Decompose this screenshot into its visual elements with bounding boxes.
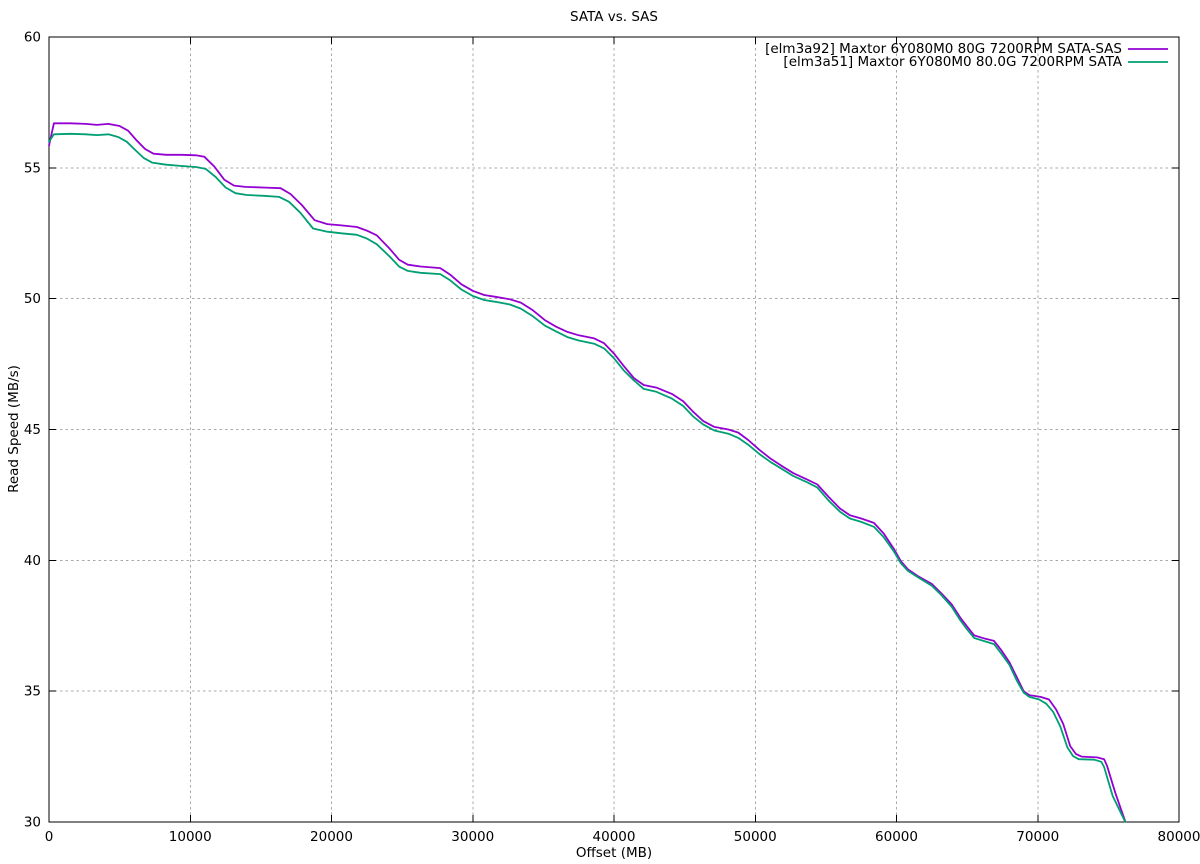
y-tick-label: 55 [24, 160, 41, 176]
y-tick-label: 30 [24, 815, 41, 831]
y-tick-label: 40 [24, 553, 41, 569]
legend-label-sata: [elm3a51] Maxtor 6Y080M0 80.0G 7200RPM S… [783, 54, 1122, 70]
y-tick-label: 60 [24, 30, 41, 46]
y-tick-label: 35 [24, 684, 41, 700]
legend-label-sata-sas: [elm3a92] Maxtor 6Y080M0 80G 7200RPM SAT… [765, 41, 1122, 57]
x-tick-label: 50000 [734, 829, 777, 845]
y-tick-label: 45 [24, 422, 41, 438]
x-tick-label: 70000 [1016, 829, 1059, 845]
x-tick-label: 10000 [169, 829, 212, 845]
series-layer [48, 122, 1127, 823]
x-tick-label: 30000 [451, 829, 494, 845]
x-tick-label: 20000 [310, 829, 353, 845]
x-tick-label: 0 [45, 829, 54, 845]
y-tick-label: 50 [24, 291, 41, 307]
chart-title: SATA vs. SAS [570, 9, 658, 25]
legend-entry-sata: [elm3a51] Maxtor 6Y080M0 80.0G 7200RPM S… [783, 54, 1168, 70]
x-tick-label: 60000 [875, 829, 918, 845]
x-axis-label: Offset (MB) [576, 845, 652, 861]
axes-layer: 0 10000 20000 30000 40000 50000 60000 70000 8000… [24, 30, 1200, 846]
y-axis-label: Read Speed (MB/s) [6, 365, 22, 493]
grid-layer [49, 37, 1179, 822]
legend-entry-sata-sas: [elm3a92] Maxtor 6Y080M0 80G 7200RPM SAT… [765, 41, 1168, 57]
series-line-sata [48, 132, 1127, 823]
legend: [elm3a92] Maxtor 6Y080M0 80G 7200RPM SAT… [765, 41, 1168, 70]
x-tick-label: 80000 [1158, 829, 1200, 845]
series-line-sata-sas [48, 122, 1127, 823]
x-tick-label: 40000 [593, 829, 636, 845]
